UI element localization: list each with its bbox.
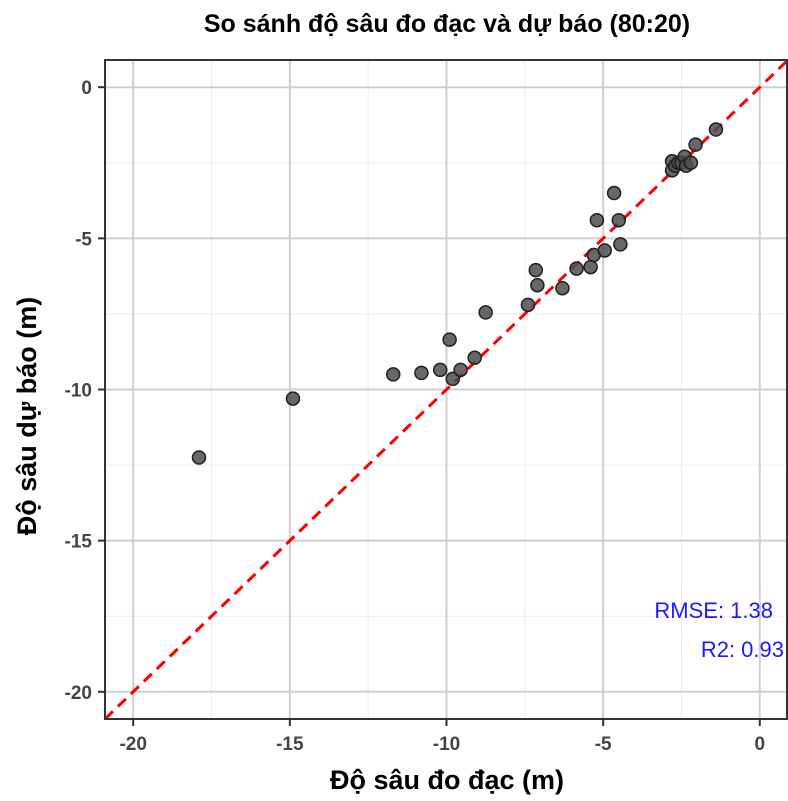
data-point bbox=[597, 243, 612, 258]
data-point bbox=[385, 367, 401, 382]
data-point bbox=[191, 450, 207, 465]
data-point bbox=[478, 305, 493, 320]
chart-title: So sánh độ sâu đo đạc và dự báo (80:20) bbox=[204, 10, 690, 38]
data-point bbox=[583, 259, 598, 275]
data-point bbox=[442, 332, 457, 347]
data-point bbox=[528, 262, 544, 278]
y-axis-title: Độ sâu dự báo (m) bbox=[12, 297, 42, 536]
x-tick-label: 0 bbox=[755, 734, 766, 755]
x-axis-title: Độ sâu đo đạc (m) bbox=[330, 765, 564, 795]
axes-layer: -20 -15 -10 -5 0 -20 -15 -10 -5 0 bbox=[65, 59, 788, 755]
data-point bbox=[606, 185, 622, 201]
data-point bbox=[530, 277, 545, 293]
x-tick-label: -20 bbox=[119, 734, 146, 755]
data-point bbox=[569, 261, 584, 276]
data-point bbox=[414, 365, 429, 381]
y-tick-label: -5 bbox=[75, 229, 92, 250]
data-point bbox=[611, 212, 627, 228]
rmse-annotation: RMSE: 1.38 bbox=[654, 598, 773, 623]
y-tick-label: 0 bbox=[81, 78, 92, 99]
x-tick-label: -15 bbox=[276, 734, 304, 755]
reference-line-layer bbox=[103, 58, 788, 721]
points-layer bbox=[191, 122, 724, 465]
x-tick-label: -5 bbox=[595, 734, 612, 755]
y-tick-label: -10 bbox=[65, 381, 92, 402]
data-point bbox=[520, 297, 536, 313]
data-point bbox=[467, 350, 482, 366]
data-point bbox=[688, 137, 703, 152]
y-tick-label: -15 bbox=[65, 532, 93, 553]
reference-line-y-equals-x bbox=[103, 58, 788, 721]
data-point bbox=[285, 391, 301, 406]
x-tick-label: -10 bbox=[433, 734, 460, 755]
data-point bbox=[683, 155, 699, 171]
data-point bbox=[445, 371, 461, 387]
y-tick-label: -20 bbox=[65, 683, 92, 704]
data-point bbox=[453, 362, 468, 378]
data-point bbox=[432, 362, 448, 378]
data-point bbox=[613, 237, 628, 252]
r2-annotation: R2: 0.93 bbox=[701, 637, 784, 662]
data-point bbox=[708, 122, 724, 137]
data-point bbox=[555, 280, 570, 296]
annotation-layer: RMSE: 1.38 R2: 0.93 bbox=[654, 598, 784, 662]
data-point bbox=[589, 212, 605, 228]
